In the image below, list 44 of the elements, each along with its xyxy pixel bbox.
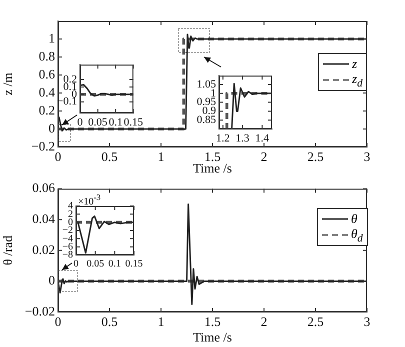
y-tick-label: 1.05 [196, 78, 216, 90]
y-tick-label: 0.8 [38, 48, 55, 64]
legend-label: z [352, 56, 358, 72]
x-tick-label: 0.5 [101, 314, 118, 330]
x-tick-label: 2.5 [307, 314, 324, 330]
x-tick-label: 2 [260, 314, 268, 330]
x-tick-label: 1 [158, 314, 164, 330]
x-tick-label: 1.3 [236, 132, 250, 144]
x-tick-label: 0.5 [101, 149, 118, 164]
y-tick-label: −8 [62, 250, 73, 261]
y-tick-label: 0.04 [32, 211, 56, 226]
y-tick-label: −2 [62, 225, 73, 236]
legend-label: z$_{d}$ [352, 70, 362, 90]
y-tick-label: 0.85 [196, 114, 216, 126]
x-tick-label: 1.2 [216, 132, 230, 144]
y-tick-label: 0.06 [32, 180, 56, 196]
y-tick-label: 0.4 [38, 84, 56, 100]
legend-label: θ$_{d}$ [351, 226, 363, 244]
x-tick-label: 0.05 [88, 116, 108, 128]
x-axis-title: Time /s [193, 330, 232, 345]
x-tick-label: 3 [364, 149, 370, 164]
x-tick-label: 0.15 [125, 258, 143, 270]
x-tick-label: 0.1 [108, 258, 121, 270]
y-tick-label: 0.2 [38, 102, 55, 118]
y-tick-label: 0 [48, 272, 55, 288]
y-tick-label: −0.2 [31, 138, 55, 154]
y-tick-label: 0.02 [32, 242, 55, 257]
x-tick-label: 0.05 [86, 258, 104, 270]
x-tick-label: 2 [260, 149, 268, 164]
y-axis-title: z /m [0, 72, 16, 96]
annotation: ×10$^{-3}$ [78, 193, 101, 208]
x-tick-label: 0.15 [124, 116, 144, 128]
x-tick-label: 1.5 [204, 314, 221, 330]
x-tick-label: 0.1 [108, 116, 122, 128]
x-tick-label: 1 [158, 149, 164, 164]
y-tick-label: −6 [62, 241, 73, 252]
y-axis-title: θ /rad [0, 235, 16, 266]
x-tick-label: 2.5 [307, 149, 324, 164]
x-tick-label: 1.4 [255, 132, 270, 144]
y-tick-label: −0.02 [24, 303, 55, 318]
x-tick-label: 3 [364, 314, 370, 330]
legend-label: θ [351, 211, 358, 227]
y-tick-label: 1 [48, 30, 55, 46]
y-tick-label: 0.6 [38, 66, 56, 82]
